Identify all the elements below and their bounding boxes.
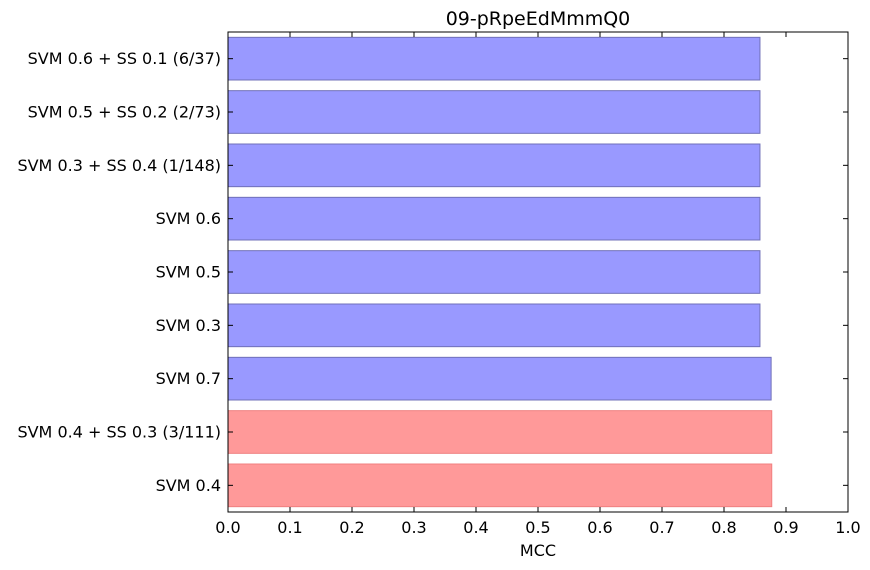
x-tick-label: 0.7 <box>649 518 674 537</box>
x-tick-label: 0.2 <box>339 518 364 537</box>
x-tick-label: 0.9 <box>773 518 798 537</box>
bar <box>227 196 761 241</box>
bar <box>227 36 761 81</box>
x-tick-label: 0.0 <box>215 518 240 537</box>
x-tick-label: 0.3 <box>401 518 426 537</box>
y-tick-label: SVM 0.7 <box>156 369 221 388</box>
bar <box>227 143 761 188</box>
y-tick-label: SVM 0.4 <box>156 476 221 495</box>
y-tick-label: SVM 0.6 + SS 0.1 (6/37) <box>28 49 221 68</box>
bar <box>227 303 761 348</box>
x-tick-label: 0.1 <box>277 518 302 537</box>
bar <box>227 410 773 454</box>
bar <box>227 356 772 401</box>
y-tick-label: SVM 0.5 <box>156 263 221 282</box>
chart-title: 09-pRpeEdMmmQ0 <box>446 8 631 30</box>
x-tick-label: 0.6 <box>587 518 612 537</box>
x-tick-label: 0.5 <box>525 518 550 537</box>
x-tick-label: 0.4 <box>463 518 488 537</box>
x-axis-label: MCC <box>520 541 556 560</box>
y-tick-label: SVM 0.3 <box>156 316 221 335</box>
y-tick-label: SVM 0.6 <box>156 209 221 228</box>
bar <box>227 90 761 134</box>
x-tick-label: 0.8 <box>711 518 736 537</box>
y-tick-labels: SVM 0.6 + SS 0.1 (6/37) SVM 0.5 + SS 0.2 … <box>17 49 221 495</box>
y-tick-label: SVM 0.5 + SS 0.2 (2/73) <box>28 103 221 122</box>
y-tick-label: SVM 0.3 + SS 0.4 (1/148) <box>17 156 221 175</box>
x-tick-labels: 0.0 0.1 0.2 0.3 0.4 0.5 0.6 0.7 0.8 0.9 1.0 <box>215 518 860 537</box>
bar <box>227 250 761 294</box>
x-tick-label: 1.0 <box>835 518 860 537</box>
y-tick-label: SVM 0.4 + SS 0.3 (3/111) <box>17 423 221 442</box>
bars-group <box>227 36 773 508</box>
bar <box>227 463 773 508</box>
